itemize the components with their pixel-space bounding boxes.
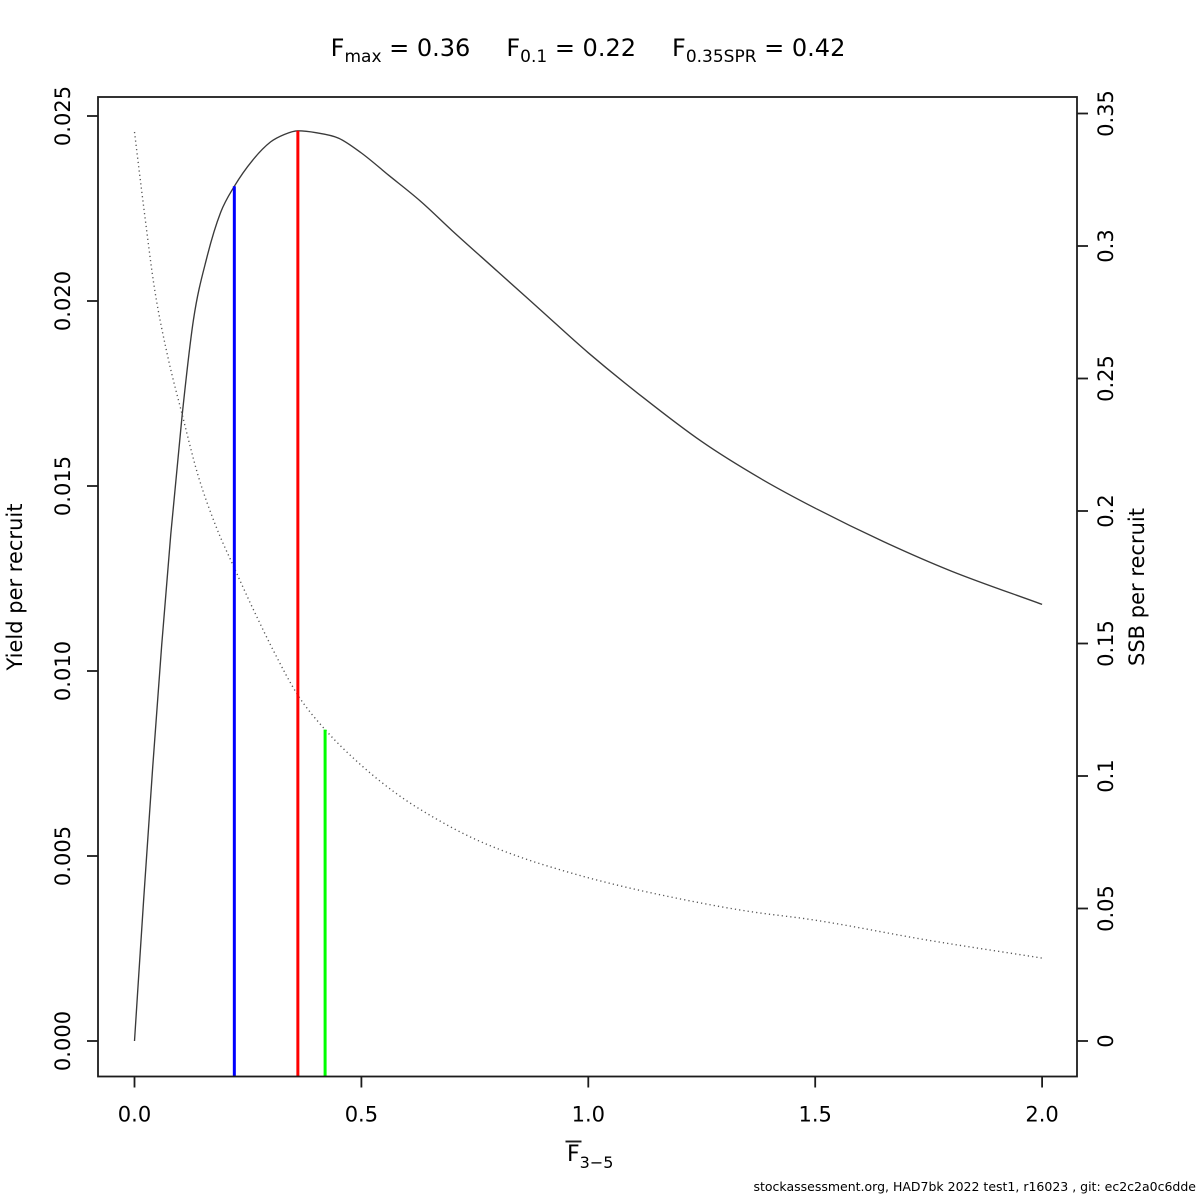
yield-curve [133,130,1043,1042]
y-left-tick-label: 0.000 [51,1011,75,1071]
footer-note: stockassessment.org, HAD7bk 2022 test1, … [754,1179,1197,1194]
y-right-tick-label: 0 [1094,1034,1118,1047]
plot-title: Fmax = 0.36 F0.1 = 0.22 F0.35SPR = 0.42 [331,34,846,67]
y-axis-right: 0 0.05 0.1 0.15 0.2 0.25 0.3 0.35 [1077,90,1118,1048]
y-right-tick-label: 0.3 [1094,229,1118,262]
y-right-tick-label: 0.2 [1094,494,1118,527]
y-right-tick-label: 0.05 [1094,885,1118,932]
y-axis-left: 0.000 0.005 0.010 0.015 0.020 0.025 [51,86,98,1071]
reference-lines-layer [232,130,327,1077]
y-axis-label-right: SSB per recruit [1125,508,1149,666]
x-tick-label: 0.5 [345,1103,378,1127]
y-right-tick-label: 0.25 [1094,355,1118,402]
x-axis: 0.0 0.5 1.0 1.5 2.0 [118,1076,1059,1127]
plot-box [97,96,1078,1078]
y-left-tick-label: 0.020 [51,271,75,331]
x-axis-label-text: F3−5 [567,1142,613,1172]
y-right-tick-label: 0.1 [1094,759,1118,792]
x-tick-label: 1.5 [798,1103,831,1127]
x-tick-label: 0.0 [118,1103,151,1127]
x-axis-label: F3−5 [565,1140,613,1172]
y-right-tick-label: 0.35 [1094,90,1118,137]
y-right-tick-label: 0.15 [1094,620,1118,667]
y-axis-label-left: Yield per recruit [3,504,27,672]
y-left-tick-label: 0.010 [51,641,75,701]
curves-layer [133,130,1043,1042]
y-left-tick-label: 0.005 [51,826,75,886]
y-left-tick-label: 0.025 [51,86,75,146]
y-left-tick-label: 0.015 [51,456,75,516]
x-tick-label: 2.0 [1025,1103,1058,1127]
ssb-curve [133,131,1043,959]
x-tick-label: 1.0 [572,1103,605,1127]
